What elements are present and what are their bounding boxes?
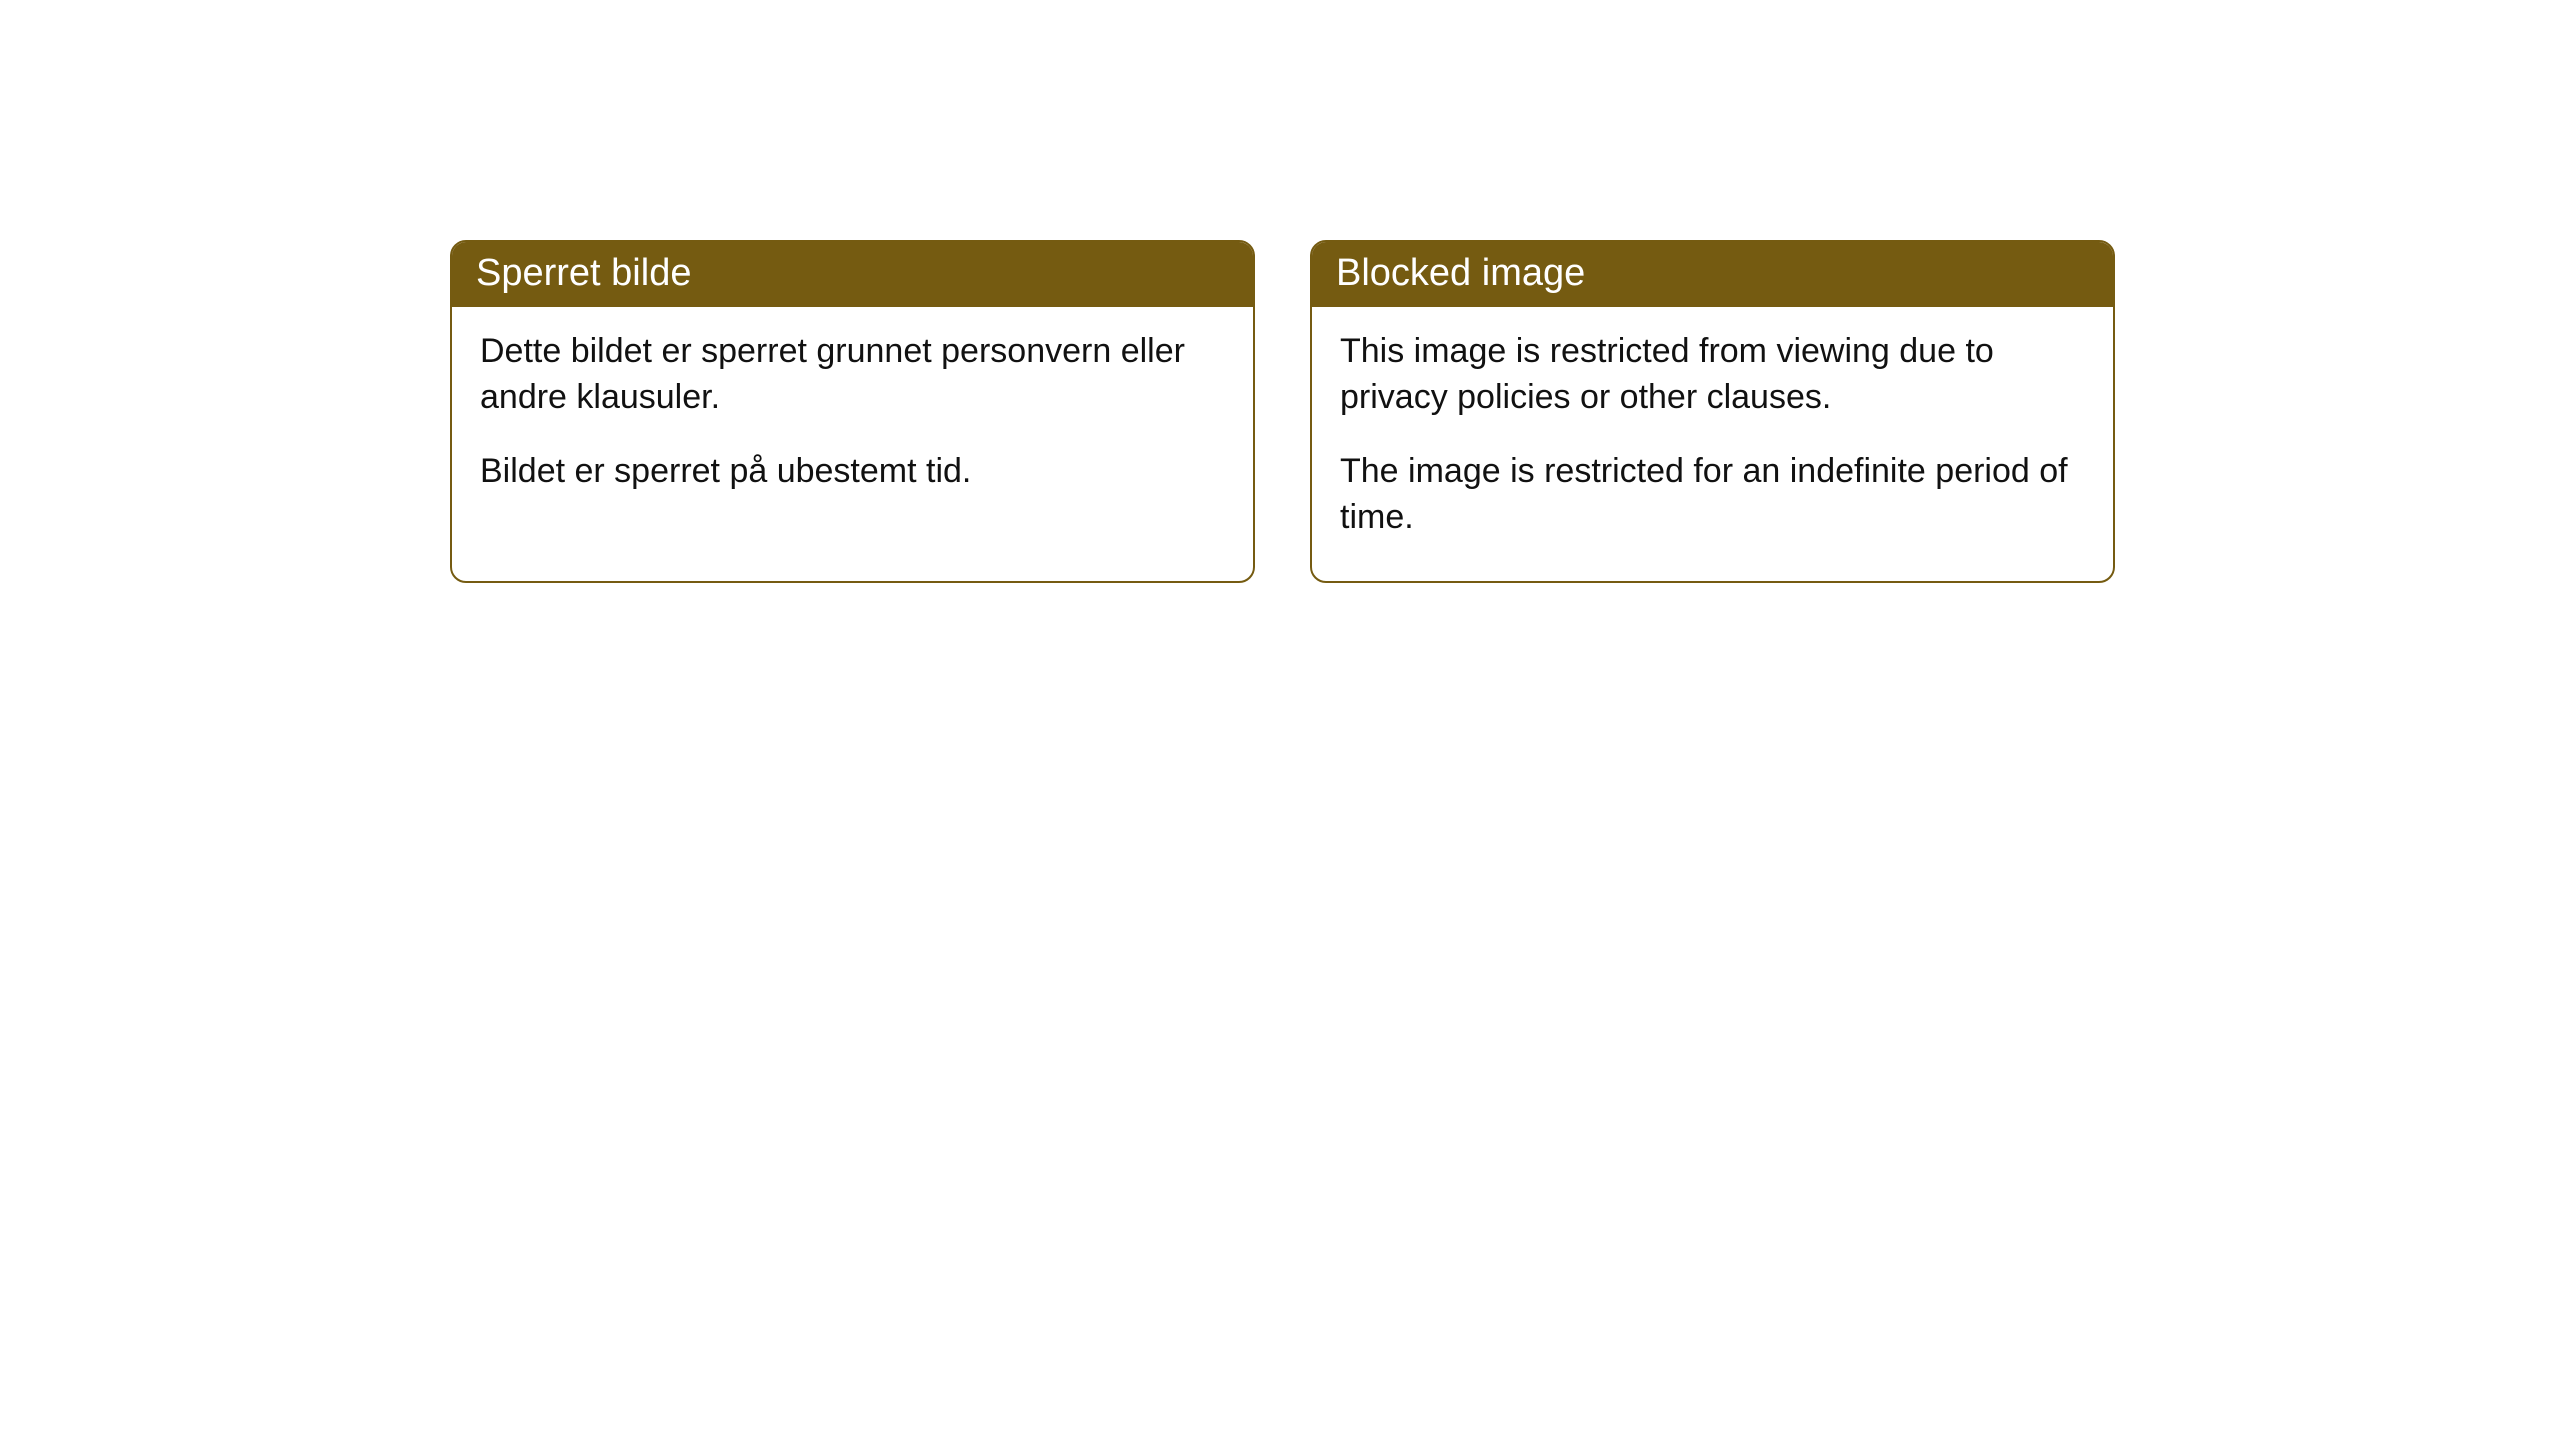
card-paragraph: The image is restricted for an indefinit… bbox=[1340, 449, 2085, 541]
card-header: Sperret bilde bbox=[452, 242, 1253, 307]
card-paragraph: Bildet er sperret på ubestemt tid. bbox=[480, 449, 1225, 495]
card-header: Blocked image bbox=[1312, 242, 2113, 307]
card-paragraph: This image is restricted from viewing du… bbox=[1340, 329, 2085, 421]
blocked-image-card-norwegian: Sperret bilde Dette bildet er sperret gr… bbox=[450, 240, 1255, 583]
card-body: This image is restricted from viewing du… bbox=[1312, 307, 2113, 581]
card-title: Blocked image bbox=[1336, 252, 1585, 294]
notice-container: Sperret bilde Dette bildet er sperret gr… bbox=[450, 240, 2115, 583]
card-paragraph: Dette bildet er sperret grunnet personve… bbox=[480, 329, 1225, 421]
card-title: Sperret bilde bbox=[476, 252, 691, 294]
blocked-image-card-english: Blocked image This image is restricted f… bbox=[1310, 240, 2115, 583]
card-body: Dette bildet er sperret grunnet personve… bbox=[452, 307, 1253, 535]
